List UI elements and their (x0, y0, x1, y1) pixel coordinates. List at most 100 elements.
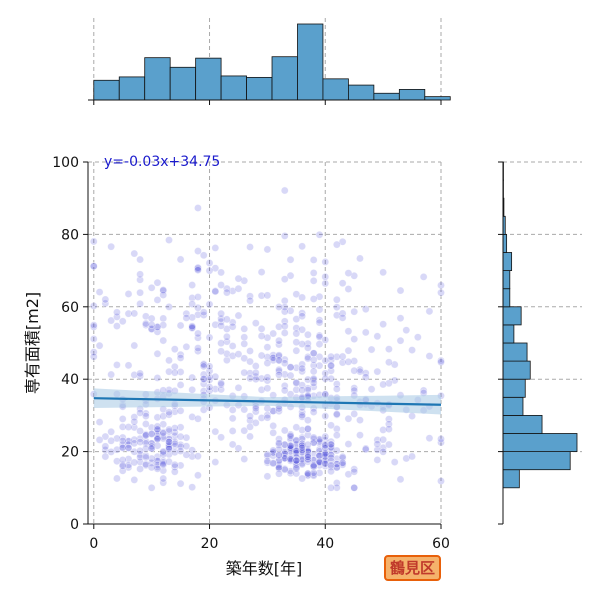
scatter-point (234, 284, 243, 293)
scatter-point (292, 456, 301, 465)
scatter-point (188, 446, 197, 455)
scatter-point (211, 244, 220, 252)
scatter-point (298, 446, 307, 454)
scatter-point (113, 445, 121, 454)
scatter-point (153, 374, 162, 382)
scatter-point (199, 311, 208, 319)
scatter-point (385, 358, 393, 367)
scatter-point (228, 352, 237, 360)
scatter-point (153, 349, 162, 358)
scatter-point (350, 335, 359, 344)
scatter-point (275, 370, 283, 379)
scatter-point (327, 467, 335, 476)
scatter-point (263, 359, 272, 368)
scatter-point (228, 440, 237, 449)
scatter-point (113, 434, 121, 443)
scatter-point (298, 474, 307, 483)
scatter-point (251, 319, 260, 328)
scatter-point (165, 236, 173, 244)
scatter-point (182, 433, 191, 442)
scatter-point (153, 429, 162, 438)
scatter-point (350, 483, 359, 492)
scatter-point (321, 459, 330, 468)
scatter-point (153, 278, 162, 287)
scatter-point (188, 322, 197, 331)
x-tick-label: 60 (432, 536, 450, 552)
y-tick-label: 60 (61, 300, 79, 316)
scatter-point (136, 270, 144, 279)
scatter-point (188, 385, 197, 394)
scatter-point (280, 322, 289, 331)
scatter-point (113, 313, 121, 321)
scatter-point (107, 427, 116, 436)
scatter-point (240, 354, 249, 363)
scatter-point (159, 434, 168, 443)
scatter-point (246, 412, 254, 421)
scatter-point (361, 305, 370, 314)
scatter-point (298, 325, 307, 334)
scatter-point (246, 374, 254, 383)
right-hist-bar (502, 433, 578, 453)
scatter-point (95, 288, 104, 296)
top-hist-bar (271, 56, 298, 101)
right-hist-bar (502, 324, 515, 344)
scatter-point (321, 444, 330, 452)
scatter-point (176, 350, 185, 359)
scatter-point (309, 468, 318, 477)
scatter-point (130, 475, 139, 484)
scatter-point (211, 264, 220, 273)
scatter-point (170, 467, 179, 476)
scatter-point (315, 361, 324, 370)
scatter-point (107, 242, 116, 251)
scatter-point (101, 295, 110, 304)
scatter-point (205, 383, 214, 391)
scatter-point (101, 432, 110, 441)
scatter-point (263, 458, 272, 467)
scatter-point (217, 433, 225, 442)
scatter-point (222, 349, 231, 358)
scatter-point (205, 373, 214, 381)
scatter-point (136, 438, 144, 446)
scatter-point (350, 271, 359, 280)
scatter-point (292, 290, 301, 299)
scatter-point (280, 307, 289, 316)
scatter-point (321, 432, 330, 441)
scatter-point (286, 255, 295, 264)
scatter-point (379, 435, 388, 444)
scatter-point (89, 237, 98, 246)
scatter-point (332, 431, 341, 440)
scatter-point (286, 363, 295, 372)
scatter-point (147, 320, 156, 329)
scatter-point (275, 367, 283, 376)
scatter-point (373, 436, 382, 444)
scatter-point (304, 416, 312, 425)
scatter-point (170, 345, 179, 354)
scatter-point (159, 321, 168, 329)
scatter-point (240, 405, 249, 414)
scatter-point (280, 386, 289, 395)
scatter-point (205, 266, 214, 275)
scatter-point (170, 460, 179, 469)
scatter-point (419, 272, 428, 281)
scatter-point (228, 406, 237, 414)
scatter-point (275, 440, 283, 449)
scatter-point (280, 426, 289, 435)
scatter-point (194, 247, 202, 255)
scatter-point (240, 339, 249, 348)
scatter-point (251, 362, 260, 370)
scatter-point (113, 474, 121, 483)
scatter-point (165, 427, 173, 436)
scatter-point (286, 271, 295, 280)
scatter-point (159, 466, 168, 475)
scatter-point (101, 452, 110, 461)
scatter-point (89, 262, 98, 271)
scatter-point (327, 461, 335, 470)
top-hist-bar (195, 57, 222, 101)
scatter-point (327, 453, 335, 462)
scatter-point (257, 414, 266, 422)
scatter-point (269, 353, 278, 362)
y-tick-label: 0 (70, 517, 79, 533)
scatter-point (344, 357, 353, 366)
scatter-point (263, 343, 272, 352)
scatter-point (118, 415, 127, 423)
